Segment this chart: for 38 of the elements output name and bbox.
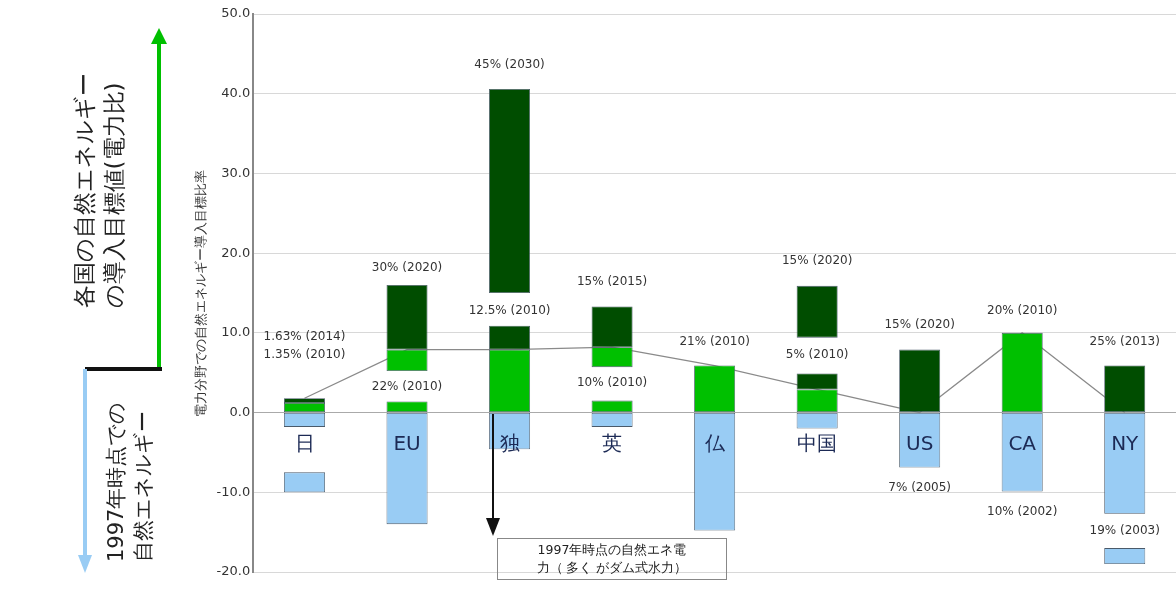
y-tick-label: -10.0: [216, 483, 251, 499]
x-tick-label: 日: [294, 430, 315, 455]
y-tick-label: 40.0: [221, 85, 251, 101]
annotation: 30% (2020): [371, 259, 443, 274]
x-tick-label: CA: [1008, 430, 1037, 455]
annotation: 7% (2005): [888, 480, 952, 495]
annotation: 1.35% (2010): [263, 346, 346, 361]
annotation: 25% (2013): [1089, 333, 1160, 348]
y-tick-label: -20.0: [216, 563, 251, 579]
annotation: 12.5% (2010): [468, 302, 551, 317]
y-tick-label: 50.0: [221, 5, 251, 21]
x-tick-label: 仏: [703, 430, 726, 455]
y-tick-label: 30.0: [221, 164, 251, 180]
annotation: 15% (2015): [576, 273, 648, 288]
text: 1997年時点での自然エネルギー: [102, 400, 156, 562]
x-tick-label: 中国: [797, 430, 838, 455]
annotation: 10% (2002): [987, 504, 1058, 519]
annotation: 19% (2003): [1089, 522, 1160, 537]
annotation: 1997年時点の自然エネ電力（ 多く がダム式水力）: [535, 541, 689, 578]
y-tick-label: 20.0: [221, 244, 251, 260]
y-axis-title: 電力分野での自然エネルギー導入目標比率: [193, 169, 209, 417]
x-tick-label: NY: [1111, 430, 1140, 455]
annotation: 15% (2020): [781, 253, 853, 268]
annotation: 21% (2010): [679, 333, 750, 348]
x-tick-label: 英: [602, 430, 623, 455]
annotation: 22% (2010): [371, 379, 443, 394]
x-tick-label: 独: [499, 430, 520, 455]
text: 各国の自然エネルギーの導入目標値(電力比): [70, 72, 128, 309]
annotation: 5% (2010): [785, 347, 849, 362]
x-tick-label: US: [906, 430, 934, 455]
annotation: 45% (2030): [474, 57, 545, 72]
annotation: 15% (2020): [884, 317, 955, 332]
y-tick-label: 0.0: [229, 403, 251, 419]
annotation: 1.63% (2014): [263, 328, 346, 343]
y-tick-label: 10.0: [221, 324, 251, 340]
annotation: 10% (2010): [576, 375, 648, 390]
annotation: 20% (2010): [987, 302, 1058, 317]
x-tick-label: EU: [393, 430, 421, 455]
